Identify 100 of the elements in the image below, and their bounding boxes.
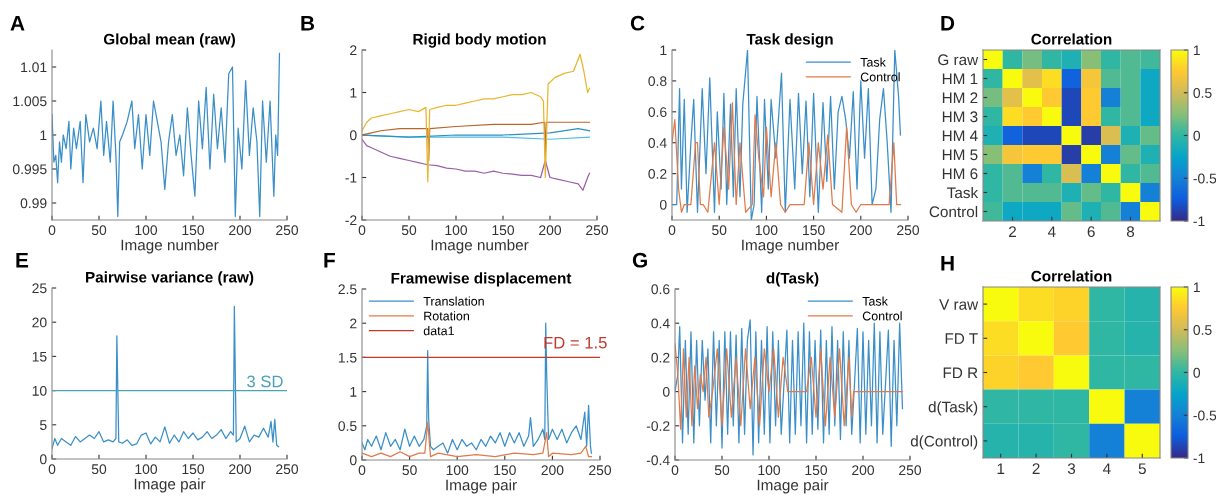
x-tick-label: 150: [805, 465, 828, 476]
chart-title: Framewise displacement: [391, 272, 572, 287]
y-tick-label: 0.4: [651, 318, 670, 329]
ref-line-label: 3 SD: [247, 375, 283, 388]
chart-title: d(Task): [766, 272, 819, 287]
y-tick-label: -0.2: [646, 421, 670, 431]
text: A: [10, 16, 25, 31]
x-tick-label: 200: [539, 225, 562, 236]
x-tick-label: 8: [1126, 226, 1135, 238]
x-tick-label: 4: [1103, 463, 1111, 474]
color-bar-label: 0.5: [1193, 325, 1212, 335]
x-tick-label: 0: [48, 464, 56, 475]
x-tick-label: 4: [1047, 226, 1056, 237]
y-tick-label: G raw: [938, 54, 979, 66]
chart-title: Correlation: [1031, 33, 1112, 45]
x-tick-label: 100: [445, 225, 468, 236]
x-tick-label: 5: [1138, 463, 1146, 475]
y-tick-label: FD T: [945, 333, 978, 344]
y-tick-label: HM 2: [942, 92, 978, 104]
y-tick-label: 1: [660, 45, 667, 56]
x-tick-label: 50: [401, 225, 417, 236]
x-tick-label: 50: [91, 225, 107, 236]
y-tick-label: HM 6: [942, 168, 978, 180]
x-tick-label: 200: [541, 465, 564, 476]
color-bar-label: -0.5: [1193, 173, 1216, 184]
y-tick-label: 1: [350, 87, 357, 98]
y-tick-label: 0.5: [338, 421, 357, 431]
y-tick-label: 1.5: [338, 352, 357, 363]
chart-title: Pairwise variance (raw): [86, 271, 254, 286]
y-tick-label: 0: [39, 454, 47, 465]
x-axis-title: Image pair: [134, 478, 206, 493]
line-series: [362, 53, 591, 183]
y-tick-label: 2: [350, 45, 357, 56]
x-tick-label: 250: [589, 465, 612, 476]
y-tick-label: 1: [350, 387, 357, 397]
x-axis-title: Image pair: [757, 479, 829, 494]
text: C: [630, 15, 645, 31]
line-series: [362, 128, 591, 138]
x-tick-label: 250: [899, 465, 922, 476]
x-tick-label: 250: [276, 464, 299, 475]
chart-title: Global mean (raw): [103, 33, 235, 48]
x-tick-label: 100: [755, 225, 778, 236]
y-tick-label: 25: [32, 283, 47, 294]
line-series: [675, 319, 904, 456]
y-tick-label: HM 3: [942, 111, 978, 123]
y-tick-label: -1: [345, 172, 357, 183]
y-tick-label: 0.2: [648, 168, 667, 179]
y-tick-label: d(Task): [928, 401, 978, 416]
y-tick-label: 0.2: [651, 352, 670, 363]
y-tick-label: 10: [32, 385, 47, 396]
x-tick-label: 1: [997, 463, 1005, 474]
y-tick-label: V raw: [939, 299, 979, 310]
x-tick-label: 200: [852, 465, 875, 476]
y-tick-label: 1.005: [13, 96, 47, 107]
x-tick-label: 150: [492, 225, 515, 236]
x-tick-label: 0: [48, 225, 56, 236]
y-tick-label: HM 5: [942, 149, 978, 161]
y-tick-label: 0: [349, 130, 357, 141]
y-tick-label: 0.6: [651, 284, 670, 295]
chart-title: Task design: [746, 33, 833, 48]
line-series: [362, 421, 593, 458]
y-tick-label: 0.4: [648, 138, 667, 148]
color-bar-label: 1: [1193, 45, 1200, 56]
y-tick-label: FD R: [943, 367, 978, 379]
legend-label: Task: [862, 296, 888, 306]
y-tick-label: 1.01: [21, 62, 47, 73]
y-tick-label: 0.995: [12, 164, 47, 175]
color-bar-label: -1: [1193, 453, 1205, 464]
line-series: [672, 101, 902, 213]
legend-label: Translation: [423, 296, 484, 306]
x-tick-label: 250: [897, 225, 920, 236]
x-axis-title: Image number: [431, 239, 529, 254]
y-tick-label: 15: [32, 351, 47, 362]
y-tick-label: 0: [662, 386, 670, 397]
x-tick-label: 50: [402, 465, 417, 476]
x-tick-label: 150: [182, 225, 205, 236]
chart-title: Correlation: [1031, 270, 1112, 282]
legend-label: data1: [423, 326, 454, 336]
x-axis-title: Image pair: [446, 479, 517, 494]
y-tick-label: HM 1: [942, 73, 978, 85]
y-tick-label: 0.99: [20, 198, 47, 209]
y-tick-label: 0: [659, 199, 667, 210]
legend-label: Task: [860, 57, 886, 67]
x-tick-label: 250: [276, 225, 299, 236]
legend-label: Rotation: [424, 311, 469, 321]
x-axis-title: Image number: [121, 239, 219, 254]
x-tick-label: 100: [135, 464, 158, 475]
color-bar-label: -0.5: [1193, 410, 1216, 421]
y-tick-label: 2.5: [338, 284, 357, 295]
text: F: [324, 253, 335, 268]
x-tick-label: 100: [758, 465, 781, 476]
y-tick-label: 0.8: [648, 76, 667, 87]
y-tick-label: 0: [349, 455, 357, 466]
color-bar-label: -1: [1193, 216, 1205, 227]
color-bar-label: 0.5: [1193, 88, 1212, 98]
y-tick-label: Control: [929, 205, 978, 218]
text: D: [941, 16, 955, 31]
y-tick-label: Task: [947, 186, 979, 199]
x-tick-label: 250: [586, 225, 609, 236]
y-tick-label: 1: [40, 130, 47, 141]
